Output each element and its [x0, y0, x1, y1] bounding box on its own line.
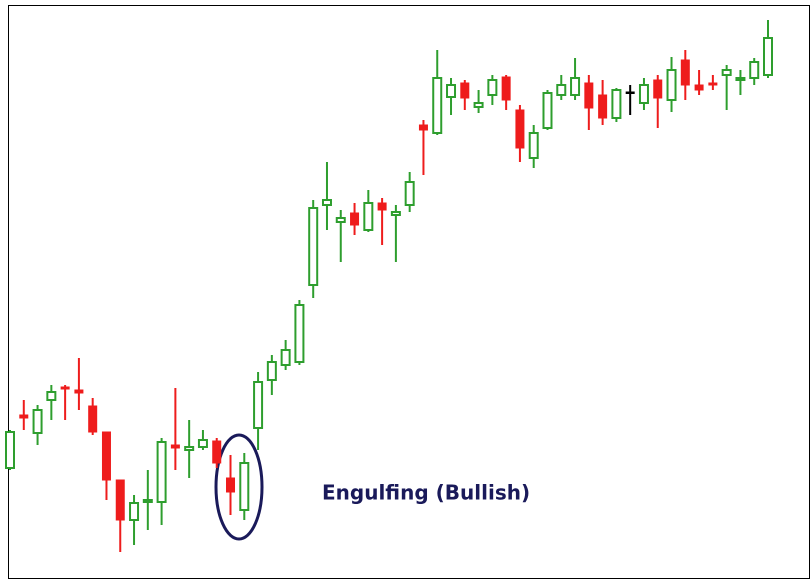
candle-body [721, 69, 732, 76]
candle-body [446, 84, 457, 98]
candle-body [377, 202, 387, 211]
candle-body [239, 462, 250, 511]
candle-body [570, 77, 581, 96]
candle-body [528, 132, 539, 159]
candle-body [280, 349, 291, 366]
candle-body [763, 37, 773, 76]
candle-body [19, 414, 29, 419]
candle-body [390, 211, 401, 216]
candle-body [350, 212, 360, 226]
candle-body [501, 76, 511, 101]
candle-body [46, 391, 57, 401]
candle-body [584, 82, 594, 109]
candle-body [5, 431, 15, 469]
candle-body [60, 386, 70, 390]
candle-body [542, 92, 553, 129]
candle-body [680, 59, 690, 86]
candle-body [335, 217, 346, 223]
highlight-ellipse [214, 433, 264, 541]
candle-body [598, 94, 608, 119]
candle-body [611, 89, 622, 119]
candle-body [115, 479, 125, 521]
candle-body [694, 84, 704, 91]
candle-body [666, 69, 677, 101]
candle-body [460, 82, 470, 99]
candle-body [473, 102, 484, 108]
candle-body [74, 389, 84, 394]
candle-body [156, 441, 167, 503]
candle-body [487, 79, 498, 96]
candle-body [142, 499, 153, 503]
candle-body [88, 405, 98, 433]
candle-body [515, 109, 525, 149]
candle-body [556, 84, 567, 96]
candle-body [101, 431, 111, 481]
candle-body [432, 77, 443, 134]
candle-body [184, 446, 195, 451]
candle-body [638, 84, 649, 104]
candle-body [625, 91, 635, 94]
candle-body [404, 181, 415, 206]
annotation: Engulfing (Bullish) [322, 481, 530, 505]
candle-body [653, 79, 663, 99]
candle-body [321, 199, 332, 206]
candle-body [197, 439, 208, 448]
candle-body [735, 77, 746, 81]
candle-body [418, 124, 428, 131]
candle-body [363, 202, 374, 231]
candle-body [708, 82, 718, 86]
candle-body [294, 304, 305, 363]
candle-body [253, 381, 264, 429]
candle-body [749, 61, 760, 79]
candle-body [129, 502, 140, 521]
candle-body [212, 440, 222, 464]
candle-body [266, 361, 277, 381]
candle-body [170, 444, 180, 449]
candle-body [226, 477, 236, 493]
candle-body [32, 409, 43, 434]
candle-body [308, 207, 319, 286]
